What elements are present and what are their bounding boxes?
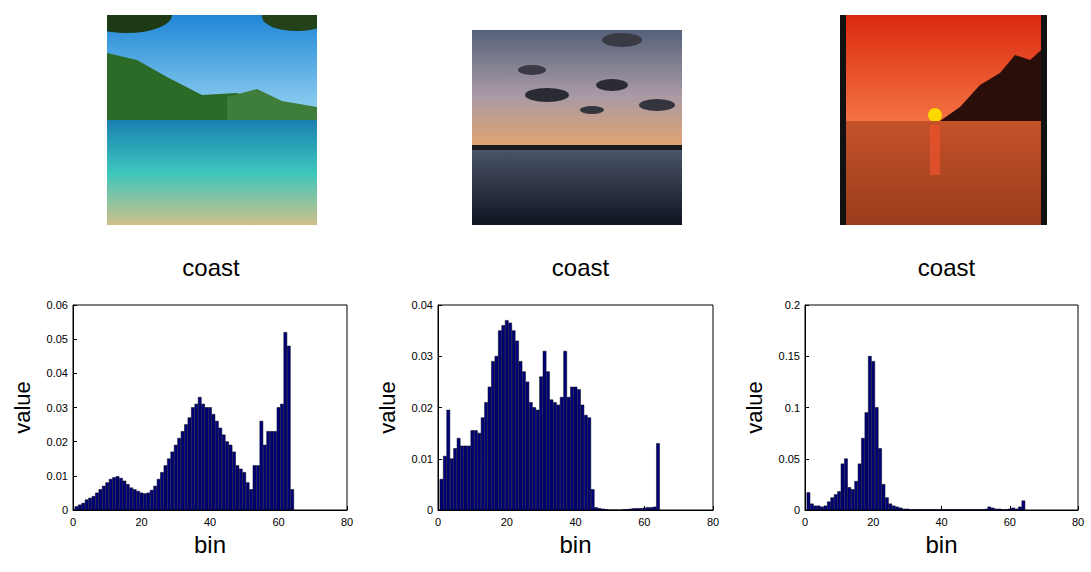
svg-text:coast: coast: [552, 254, 610, 281]
svg-text:0.01: 0.01: [47, 470, 68, 482]
svg-text:value: value: [10, 381, 35, 434]
svg-text:80: 80: [341, 516, 353, 528]
svg-text:0.03: 0.03: [47, 402, 68, 414]
svg-text:0: 0: [70, 516, 76, 528]
svg-text:coast: coast: [182, 254, 240, 281]
svg-text:20: 20: [135, 516, 147, 528]
svg-text:0: 0: [794, 504, 800, 516]
svg-text:0.02: 0.02: [47, 436, 68, 448]
svg-text:0: 0: [62, 504, 68, 516]
svg-text:0.03: 0.03: [412, 350, 433, 362]
svg-text:bin: bin: [559, 531, 591, 558]
svg-text:0.05: 0.05: [779, 453, 800, 465]
svg-text:value: value: [742, 381, 767, 434]
svg-text:80: 80: [1072, 516, 1084, 528]
svg-text:20: 20: [867, 516, 879, 528]
svg-text:0.04: 0.04: [412, 299, 433, 311]
svg-text:0: 0: [427, 504, 433, 516]
svg-text:0.1: 0.1: [785, 402, 800, 414]
svg-text:0.2: 0.2: [785, 299, 800, 311]
svg-text:0.02: 0.02: [412, 402, 433, 414]
svg-text:60: 60: [272, 516, 284, 528]
svg-text:40: 40: [569, 516, 581, 528]
svg-text:0.04: 0.04: [47, 367, 68, 379]
svg-text:bin: bin: [925, 531, 957, 558]
svg-text:60: 60: [1004, 516, 1016, 528]
svg-text:bin: bin: [194, 531, 226, 558]
svg-text:0.06: 0.06: [47, 299, 68, 311]
svg-text:0.15: 0.15: [779, 350, 800, 362]
svg-text:0.05: 0.05: [47, 333, 68, 345]
svg-text:20: 20: [501, 516, 513, 528]
svg-text:0: 0: [802, 516, 808, 528]
svg-text:60: 60: [638, 516, 650, 528]
svg-text:0.01: 0.01: [412, 453, 433, 465]
svg-text:40: 40: [204, 516, 216, 528]
svg-text:coast: coast: [918, 254, 976, 281]
svg-text:value: value: [375, 381, 400, 434]
svg-text:40: 40: [935, 516, 947, 528]
svg-text:0: 0: [435, 516, 441, 528]
svg-text:80: 80: [707, 516, 719, 528]
